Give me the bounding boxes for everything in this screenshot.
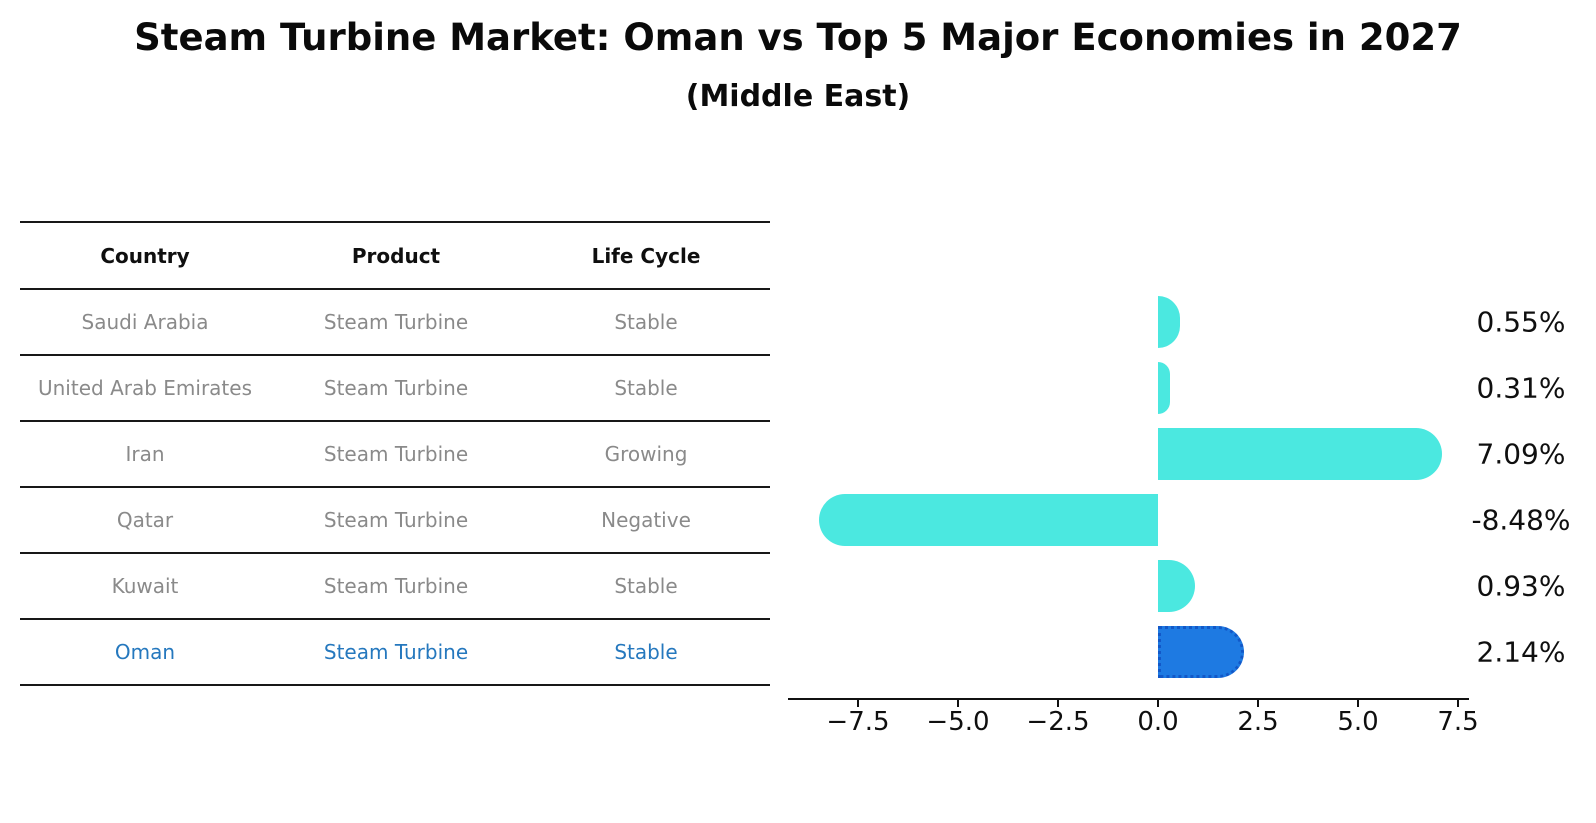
x-axis-line [788, 698, 1469, 701]
table-cell-product-kuwait: Steam Turbine [323, 574, 469, 598]
table-rule [20, 486, 770, 489]
bar-oman [1158, 626, 1244, 678]
x-tick-label: −5.0 [926, 707, 990, 737]
table-cell-life-cycle-qatar: Negative [601, 508, 691, 532]
x-tick [1157, 698, 1160, 707]
table-cell-life-cycle-saudi-arabia: Stable [614, 310, 678, 334]
table-rule [20, 354, 770, 357]
table-cell-product-saudi-arabia: Steam Turbine [323, 310, 469, 334]
bar-united-arab-emirates [1158, 362, 1171, 414]
bar-value-label-qatar: -8.48% [1471, 503, 1571, 537]
table-cell-product-iran: Steam Turbine [323, 442, 469, 466]
table-rule [20, 618, 770, 621]
table-cell-country-qatar: Qatar [116, 508, 174, 532]
table-rule [20, 288, 770, 291]
bar-value-label-oman: 2.14% [1476, 635, 1566, 669]
x-tick [1457, 698, 1460, 707]
table-rule [20, 552, 770, 555]
column-header-life-cycle: Life Cycle [591, 244, 701, 268]
chart-title: Steam Turbine Market: Oman vs Top 5 Majo… [134, 16, 1462, 59]
table-rule [20, 221, 770, 224]
x-tick [857, 698, 860, 707]
bar-saudi-arabia [1158, 296, 1180, 348]
x-tick [1057, 698, 1060, 707]
column-header-product: Product [351, 244, 441, 268]
x-tick [1257, 698, 1260, 707]
x-tick-label: 0.0 [1137, 707, 1179, 737]
table-cell-country-united-arab-emirates: United Arab Emirates [37, 376, 253, 400]
chart-subtitle: (Middle East) [685, 79, 911, 114]
bar-value-label-saudi-arabia: 0.55% [1476, 305, 1566, 339]
bar-value-label-iran: 7.09% [1476, 437, 1566, 471]
bar-qatar [818, 494, 1158, 546]
table-rule [20, 684, 770, 687]
bar-value-label-kuwait: 0.93% [1476, 569, 1566, 603]
column-header-country: Country [100, 244, 190, 268]
table-cell-life-cycle-united-arab-emirates: Stable [614, 376, 678, 400]
x-tick-label: 2.5 [1237, 707, 1279, 737]
table-cell-country-kuwait: Kuwait [111, 574, 179, 598]
bar-iran [1158, 428, 1442, 480]
table-cell-life-cycle-kuwait: Stable [614, 574, 678, 598]
x-tick [1357, 698, 1360, 707]
table-cell-country-saudi-arabia: Saudi Arabia [81, 310, 209, 334]
x-tick-label: 5.0 [1337, 707, 1379, 737]
x-tick [957, 698, 960, 707]
x-tick-label: −7.5 [826, 707, 890, 737]
table-rule [20, 420, 770, 423]
bar-kuwait [1158, 560, 1196, 612]
table-cell-product-united-arab-emirates: Steam Turbine [323, 376, 469, 400]
table-cell-country-iran: Iran [125, 442, 165, 466]
x-tick-label: −2.5 [1026, 707, 1090, 737]
x-tick-label: 7.5 [1437, 707, 1479, 737]
table-cell-country-oman: Oman [114, 640, 176, 664]
table-cell-product-qatar: Steam Turbine [323, 508, 469, 532]
table-cell-product-oman: Steam Turbine [323, 640, 469, 664]
table-cell-life-cycle-oman: Stable [614, 640, 678, 664]
table-cell-life-cycle-iran: Growing [604, 442, 688, 466]
bar-value-label-united-arab-emirates: 0.31% [1476, 371, 1566, 405]
